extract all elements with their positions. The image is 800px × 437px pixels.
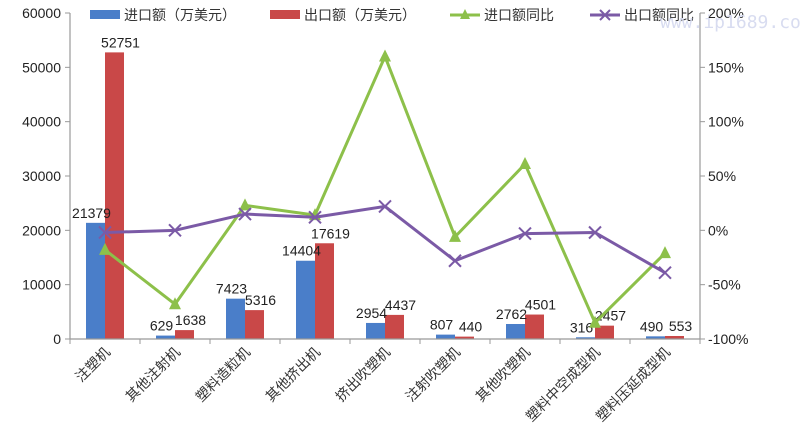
bar (665, 335, 684, 339)
bar (595, 325, 614, 339)
category-label: 注射吹塑机 (403, 345, 464, 406)
line-path (104, 54, 667, 325)
bar-value-label: 807 (430, 317, 454, 333)
legend-label: 进口额同比 (484, 8, 554, 24)
line-series (98, 49, 672, 328)
triangle-marker (589, 315, 601, 328)
x-marker (238, 207, 252, 221)
triangle-marker (519, 157, 531, 170)
triangle-marker (169, 297, 181, 310)
bar-value-label: 21379 (72, 205, 111, 221)
x-marker (588, 225, 602, 240)
x-marker (518, 226, 532, 241)
category-label: 塑料中空成型机 (523, 345, 604, 426)
bar-value-label: 316 (570, 319, 594, 335)
bar-value-label: 553 (669, 318, 693, 334)
legend-item: 进口额（万美元） (90, 8, 236, 24)
left-y-axis: 0 10000 20000 30000 40000 50000 60000 (22, 5, 71, 347)
category-label: 注塑机 (73, 345, 114, 386)
left-axis-tick: 50000 (22, 59, 61, 75)
bar-value-label: 5316 (245, 292, 276, 308)
left-axis-tick: 40000 (22, 114, 61, 130)
triangle-marker (379, 49, 391, 62)
x-axis: 注塑机 其他注射机 塑料造粒机 其他挤出机 挤出吹塑机 注射吹塑机 其他吹塑机塑料中空成型机… (69, 338, 701, 426)
bar (156, 335, 175, 339)
bar (646, 336, 665, 339)
bar (455, 336, 474, 339)
x-marker (448, 254, 462, 268)
legend-label: 出口额（万美元） (304, 8, 416, 24)
bar-value-label: 1638 (175, 312, 206, 328)
category-label: 其他挤出机 (263, 345, 324, 406)
bar-value-label: 4501 (525, 297, 556, 313)
legend-swatch (270, 10, 300, 19)
category-label: 挤出吹塑机 (333, 345, 394, 406)
bar (296, 260, 315, 339)
bar-value-label: 2954 (356, 305, 387, 321)
bar-value-label: 2762 (496, 306, 527, 322)
left-axis-tick: 10000 (22, 277, 61, 293)
bar (86, 222, 105, 339)
triangle-marker (659, 246, 671, 259)
bar-value-label: 17619 (311, 225, 350, 241)
right-axis-tick: 150% (708, 59, 744, 75)
triangle-marker (449, 229, 461, 242)
legend: 进口额（万美元） 出口额（万美元） 进口额同比 出口额同比 (90, 8, 694, 24)
triangle-marker (239, 198, 251, 211)
left-axis-tick: 60000 (22, 5, 61, 21)
x-marker (168, 223, 182, 238)
watermark: www.ip1689.com (660, 12, 800, 33)
bar (525, 314, 544, 339)
bar (175, 330, 194, 339)
right-axis-tick: 200% (708, 5, 744, 21)
left-axis-tick: 0 (53, 331, 61, 347)
line-path (104, 204, 666, 275)
x-marker (658, 266, 672, 280)
bar (245, 310, 264, 339)
right-axis-tick: -50% (708, 277, 741, 293)
bar (506, 323, 525, 339)
right-axis-tick: 50% (708, 168, 736, 184)
bar-value-label: 52751 (101, 34, 140, 50)
bar-value-label: 490 (640, 318, 664, 334)
right-axis-tick: 0% (708, 222, 728, 238)
right-axis-tick: -100% (708, 331, 748, 347)
bar (576, 337, 595, 339)
bar (436, 334, 455, 339)
legend-item: 出口额同比 (590, 8, 694, 24)
x-marker (308, 210, 322, 225)
x-marker (98, 225, 112, 240)
legend-item: 进口额同比 (450, 8, 554, 24)
category-label: 其他吹塑机 (473, 345, 534, 406)
category-label: 塑料压延成型机 (593, 345, 674, 426)
bar-value-label: 440 (459, 319, 483, 335)
category-label: 其他注射机 (123, 345, 184, 406)
bar (315, 243, 334, 339)
bar (105, 52, 124, 340)
bar (366, 322, 385, 339)
bar-value-label: 14404 (282, 243, 321, 259)
legend-label: 出口额同比 (624, 8, 694, 24)
bar (226, 298, 245, 339)
legend-item: 出口额（万美元） (270, 8, 416, 24)
bar-value-label: 2457 (595, 308, 626, 324)
bar-value-label: 629 (150, 318, 174, 334)
bar (385, 314, 404, 339)
left-axis-tick: 30000 (22, 168, 61, 184)
left-axis-tick: 20000 (22, 222, 61, 238)
triangle-marker (99, 242, 111, 255)
bar-value-label: 4437 (385, 297, 416, 313)
x-marker (378, 199, 392, 214)
right-axis-tick: 100% (708, 114, 744, 130)
bar-value-label: 7423 (216, 281, 247, 297)
right-y-axis: -100% -50% 0% 50% 100% 150% 200% (699, 5, 748, 347)
category-label: 塑料造粒机 (193, 345, 254, 406)
legend-label: 进口额（万美元） (124, 8, 236, 24)
legend-swatch (90, 10, 120, 19)
